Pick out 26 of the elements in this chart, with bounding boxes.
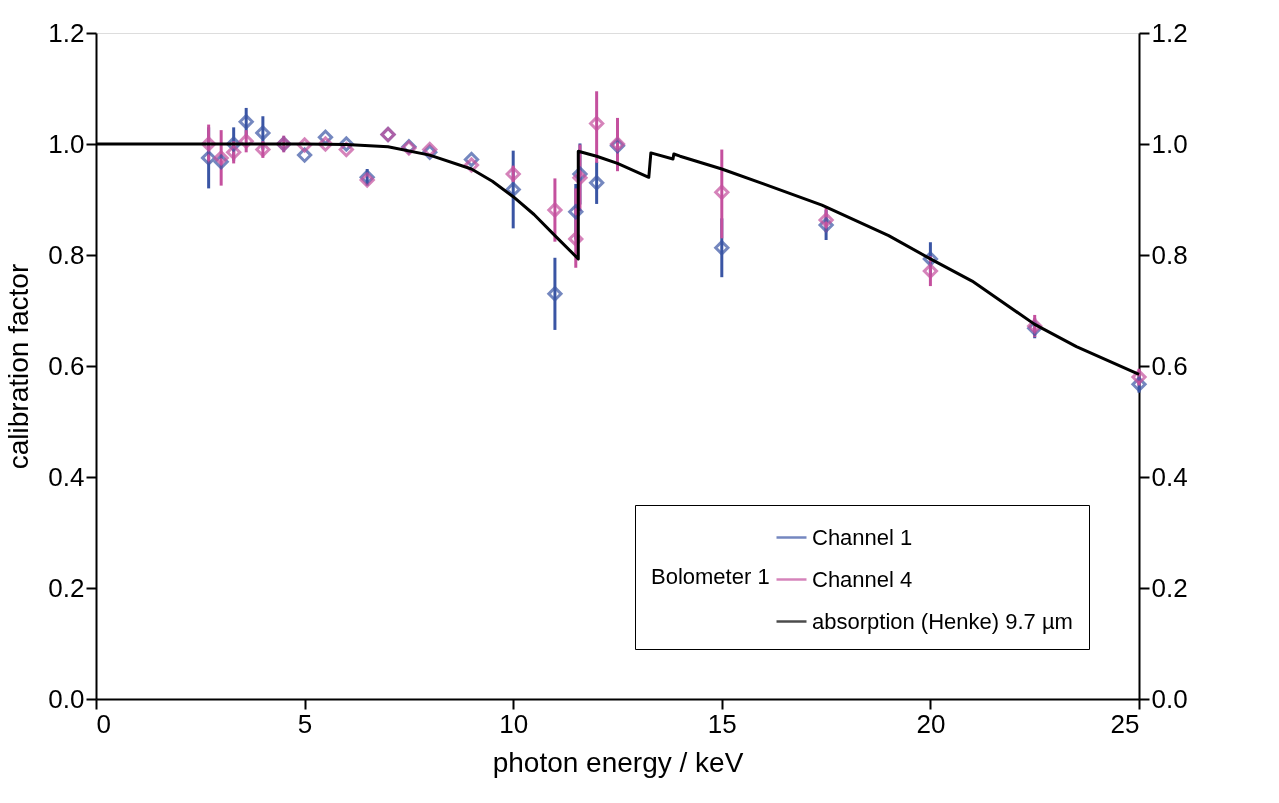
y-tick-label: 0.8	[48, 239, 85, 270]
y2-tick-label: 0.6	[1151, 350, 1188, 381]
legend-label: Channel 4	[812, 566, 913, 592]
x-tick-label: 0	[96, 708, 111, 739]
x-axis-title: photon energy / keV	[492, 746, 744, 778]
legend-label: absorption (Henke) 9.7 µm	[812, 608, 1073, 634]
x-tick-label: 25	[1110, 708, 1140, 739]
x-tick-label: 15	[707, 708, 737, 739]
y-tick-label: 0.4	[48, 461, 85, 492]
y2-tick-label: 0.4	[1151, 461, 1188, 492]
y-tick-label: 0.6	[48, 350, 85, 381]
y2-tick-label: 0.8	[1151, 239, 1188, 270]
y-tick-label: 1.2	[48, 17, 85, 48]
y2-tick-label: 1.0	[1151, 128, 1188, 159]
y-tick-label: 0.2	[48, 572, 85, 603]
y-tick-label: 1.0	[48, 128, 85, 159]
x-tick-label: 10	[499, 708, 529, 739]
legend-label: Channel 1	[812, 524, 913, 550]
x-tick-label: 20	[916, 708, 946, 739]
y-tick-label: 0.0	[48, 683, 85, 714]
y-axis-title: calibration factor	[3, 263, 35, 470]
x-tick-label: 5	[297, 708, 313, 739]
y2-tick-label: 0.2	[1151, 572, 1188, 603]
y2-tick-label: 1.2	[1151, 17, 1188, 48]
legend-title: Bolometer 1	[651, 564, 770, 589]
y2-tick-label: 0.0	[1151, 683, 1188, 714]
